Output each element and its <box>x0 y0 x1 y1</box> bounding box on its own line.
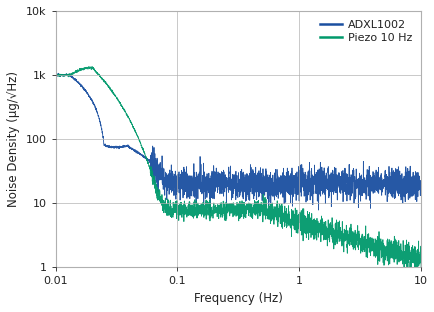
Legend: ADXL1002, Piezo 10 Hz: ADXL1002, Piezo 10 Hz <box>316 17 414 46</box>
Y-axis label: Noise Density (μg/√Hz): Noise Density (μg/√Hz) <box>7 71 20 207</box>
X-axis label: Frequency (Hz): Frequency (Hz) <box>194 292 282 305</box>
